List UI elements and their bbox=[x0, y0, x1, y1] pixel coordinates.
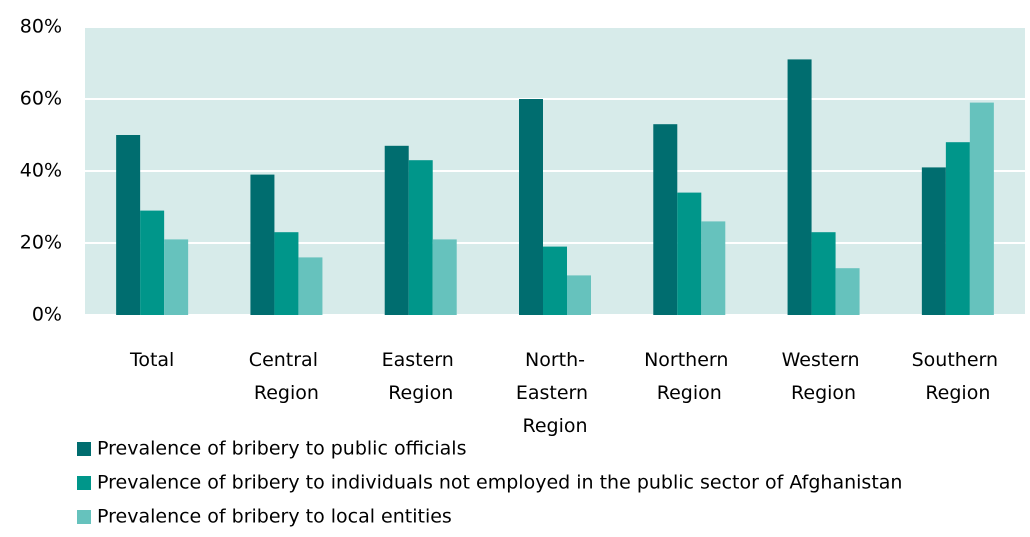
y-tick-label: 80% bbox=[20, 16, 62, 38]
bar bbox=[677, 192, 702, 315]
legend-label: Prevalence of bribery to public official… bbox=[97, 438, 467, 460]
bar bbox=[298, 257, 323, 315]
y-tick-label: 0% bbox=[32, 304, 62, 326]
legend-swatch bbox=[77, 510, 91, 524]
bar bbox=[653, 124, 678, 315]
x-tick-label: Central Region bbox=[249, 349, 324, 404]
x-tick-label: Total bbox=[129, 349, 174, 371]
bar bbox=[921, 167, 946, 315]
x-tick-label: Southern Region bbox=[912, 349, 1004, 404]
bar bbox=[274, 232, 299, 315]
bar bbox=[408, 160, 433, 315]
y-tick-label: 60% bbox=[20, 88, 62, 110]
x-tick-label: Eastern Region bbox=[382, 349, 460, 404]
bar bbox=[567, 275, 591, 315]
bar bbox=[432, 239, 457, 315]
bar bbox=[945, 142, 970, 315]
y-tick-label: 20% bbox=[20, 232, 62, 254]
bar bbox=[519, 99, 543, 315]
bar bbox=[543, 246, 567, 315]
legend-label: Prevalence of bribery to local entities bbox=[97, 506, 452, 528]
legend-label: Prevalence of bribery to individuals not… bbox=[97, 472, 902, 494]
bar bbox=[250, 174, 275, 315]
bar bbox=[969, 102, 994, 315]
y-tick-label: 40% bbox=[20, 160, 62, 182]
legend-swatch bbox=[77, 476, 91, 490]
x-tick-label: North-Eastern Region bbox=[516, 349, 594, 437]
bar bbox=[384, 145, 409, 315]
bar bbox=[701, 221, 726, 315]
x-tick-label: Western Region bbox=[782, 349, 866, 404]
bar bbox=[140, 210, 165, 315]
bar bbox=[116, 135, 141, 315]
bar bbox=[835, 268, 860, 315]
legend-swatch bbox=[77, 442, 91, 456]
bar bbox=[811, 232, 836, 315]
bar bbox=[787, 59, 812, 316]
bar bbox=[164, 239, 189, 315]
x-tick-label: Northern Region bbox=[644, 349, 734, 404]
